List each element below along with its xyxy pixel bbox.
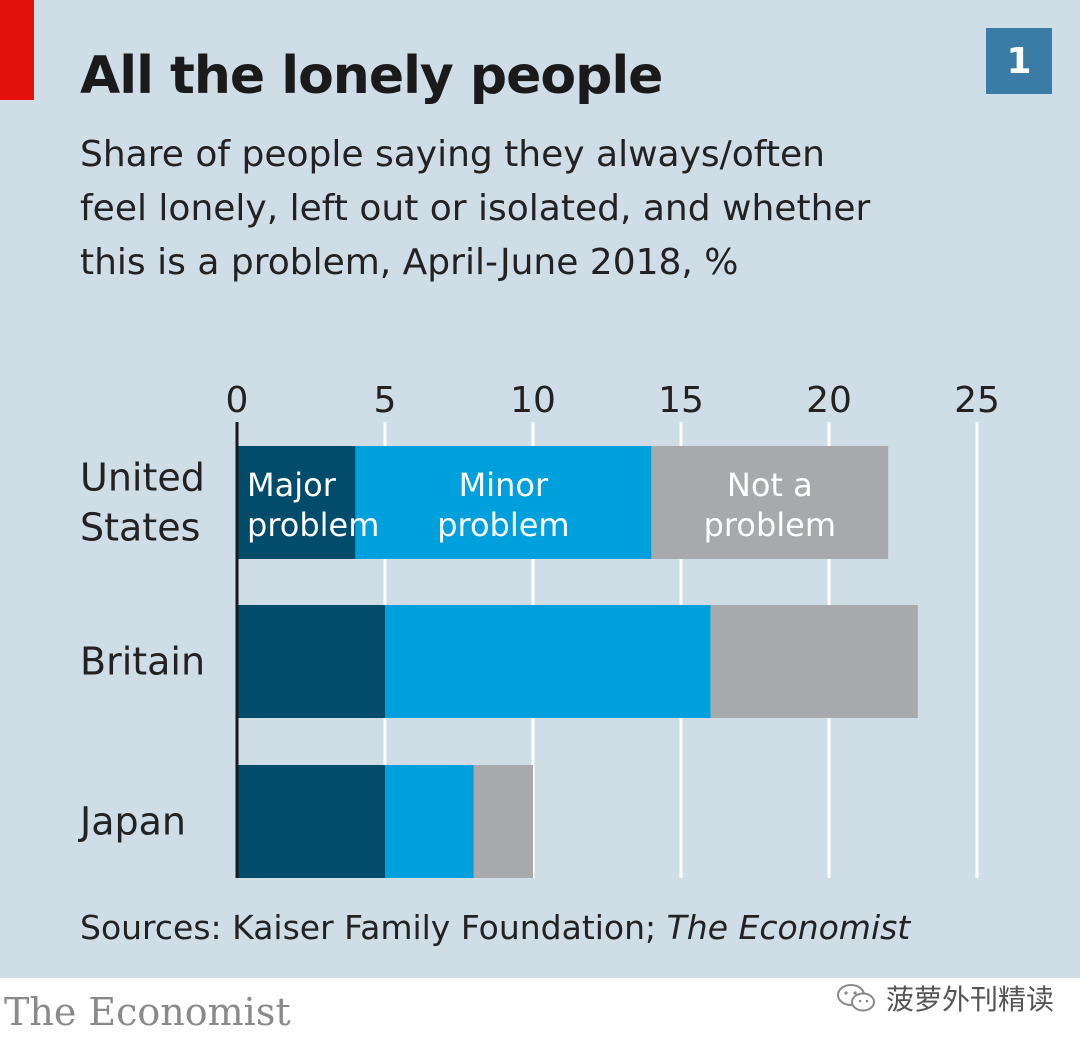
chart-subtitle: Share of people saying they always/often… [80,128,960,290]
chart-panel: All the lonely people Share of people sa… [0,0,1080,978]
bar-not-1 [710,605,918,718]
red-tag [0,0,34,100]
bar-minor-0 [355,446,652,559]
bar-major-0 [237,446,356,559]
series-label-major: problem [247,506,379,544]
bar-not-0 [651,446,889,559]
source-text: Sources: Kaiser Family Foundation; [80,908,667,947]
series-label-not: problem [704,506,836,544]
series-label-not: Not a [727,466,813,504]
chart-number-badge: 1 [986,28,1052,94]
bar-major-1 [237,605,385,718]
subtitle-line: this is a problem, April-June 2018, % [80,242,739,283]
source-publication: The Economist [666,908,911,947]
bar-not-2 [473,765,533,878]
series-label-minor: problem [437,506,569,544]
series-label-major: Major [247,466,337,504]
category-label-2: Japan [78,800,186,844]
source-note: Sources: Kaiser Family Foundation; The E… [80,908,910,947]
category-label-0: United [80,456,205,500]
tick-label-5: 5 [374,380,397,421]
series-label-minor: Minor [459,466,549,504]
watermark: 菠萝外刊精读 [836,978,1054,1018]
wechat-icon [837,984,875,1012]
subtitle-line: Share of people saying they always/often [80,134,825,175]
subtitle-line: feel lonely, left out or isolated, and w… [80,188,871,229]
chart-title: All the lonely people [80,46,663,106]
tick-label-10: 10 [510,380,556,421]
tick-label-0: 0 [226,380,249,421]
tick-label-15: 15 [658,380,704,421]
bar-chart: 0 5 10 15 20 25UnitedStatesBritainJapanMajorp… [78,380,1000,878]
bar-minor-1 [385,605,711,718]
footer-brand-logo: The Economist [4,990,291,1034]
bar-minor-2 [385,765,474,878]
bar-major-2 [237,765,385,878]
category-label-1: Britain [80,640,205,684]
watermark-text: 菠萝外刊精读 [886,983,1055,1016]
tick-label-25: 25 [954,380,1000,421]
tick-label-20: 20 [806,380,852,421]
category-label-0: States [80,506,200,550]
